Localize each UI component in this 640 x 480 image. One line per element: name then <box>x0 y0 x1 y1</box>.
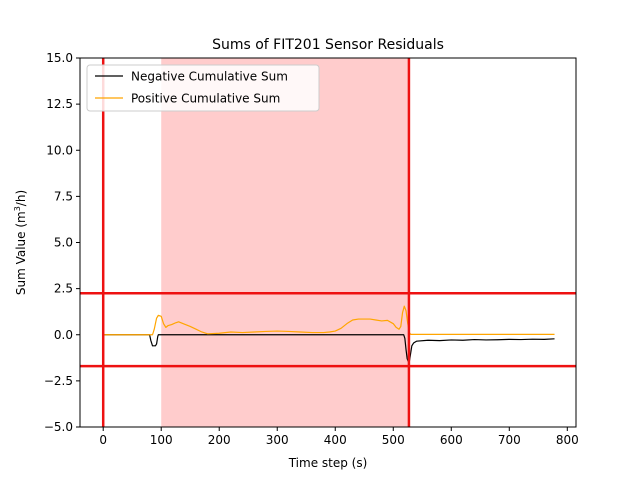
shade-layer <box>161 58 409 427</box>
legend: Negative Cumulative Sum Positive Cumulat… <box>86 64 320 112</box>
y-tick-label: −2.5 <box>44 374 73 388</box>
y-tick-label: 2.5 <box>54 282 73 296</box>
shaded-region <box>161 58 409 427</box>
y-axis-label-main: Sum Value (m <box>14 211 28 295</box>
y-tick-label: 12.5 <box>46 97 73 111</box>
legend-box <box>86 64 320 112</box>
x-tick-label: 300 <box>266 433 289 447</box>
plot-area <box>79 57 577 428</box>
y-axis-label: Sum Value (m3/h) <box>13 190 28 295</box>
x-axis-label: Time step (s) <box>288 456 368 470</box>
y-tick-label: 7.5 <box>54 189 73 203</box>
chart-title: Sums of FIT201 Sensor Residuals <box>212 37 444 53</box>
y-axis-label-tail: /h) <box>14 190 28 206</box>
y-axis-label-superscript: 3 <box>13 206 22 211</box>
series-line-positive <box>103 305 555 336</box>
x-tick-label: 500 <box>382 433 405 447</box>
y-axis: −5.0 −2.5 0.0 2.5 5.0 7.5 10.0 12.5 15.0 <box>44 51 80 434</box>
legend-label-negative: Negative Cumulative Sum <box>131 70 288 84</box>
x-tick-label: 400 <box>324 433 347 447</box>
y-tick-label: 10.0 <box>46 143 73 157</box>
x-tick-label: 100 <box>150 433 173 447</box>
legend-label-positive: Positive Cumulative Sum <box>131 92 280 106</box>
y-tick-label: 5.0 <box>54 236 73 250</box>
x-tick-label: 700 <box>498 433 521 447</box>
x-tick-label: 600 <box>440 433 463 447</box>
x-tick-label: 200 <box>208 433 231 447</box>
y-tick-label: 15.0 <box>46 51 73 65</box>
y-tick-label: 0.0 <box>54 328 73 342</box>
x-tick-label: 800 <box>556 433 579 447</box>
y-tick-label: −5.0 <box>44 420 73 434</box>
x-tick-label: 0 <box>99 433 107 447</box>
x-axis: 0 100 200 300 400 500 600 700 800 <box>99 427 579 447</box>
reference-lines-layer <box>80 58 576 427</box>
